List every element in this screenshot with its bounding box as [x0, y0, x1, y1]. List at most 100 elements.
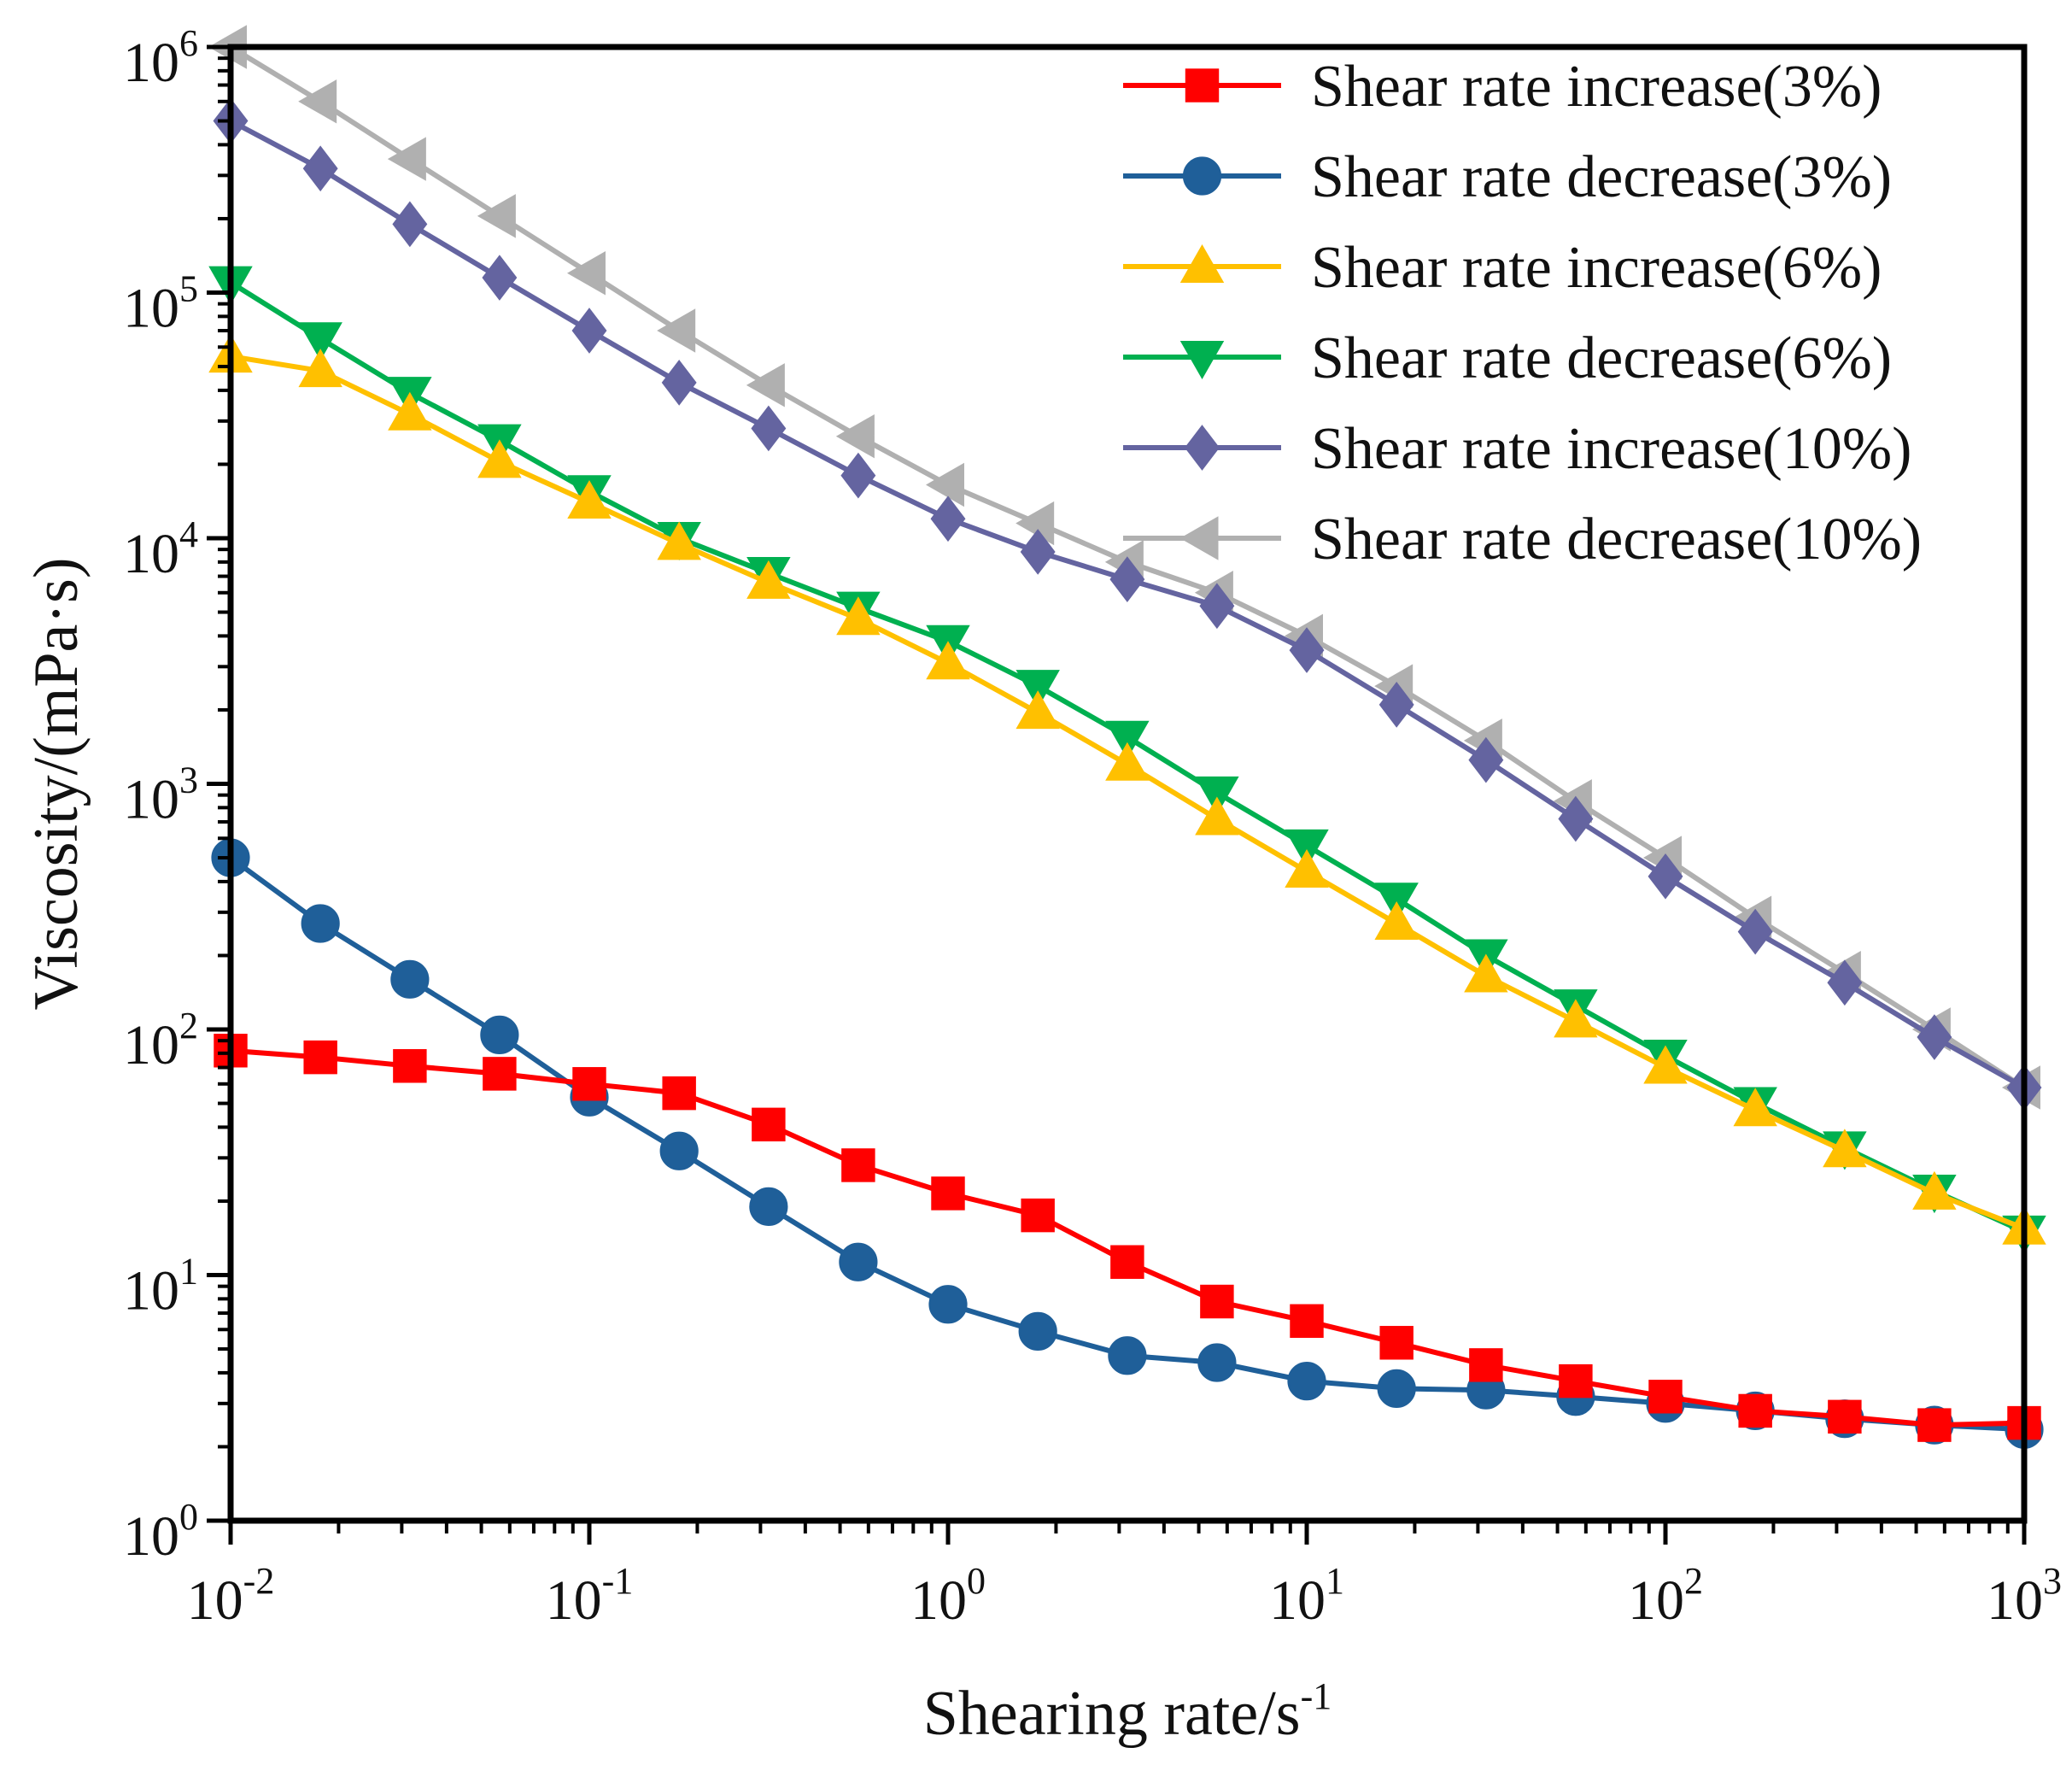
data-point [1016, 690, 1060, 730]
data-point [1737, 908, 1773, 955]
data-point [657, 308, 696, 353]
legend-item: Shear rate decrease(10%) [1123, 507, 1922, 572]
y-tick-base: 10 [123, 1014, 179, 1076]
data-point [1558, 795, 1594, 842]
series-1 [214, 1034, 2041, 1442]
data-point [1374, 900, 1419, 940]
data-point [567, 479, 612, 519]
data-point [1464, 953, 1508, 993]
data-point [1109, 556, 1145, 603]
data-point [1200, 1284, 1234, 1319]
data-point [482, 255, 518, 301]
series-5 [213, 97, 2042, 1111]
data-point [1285, 848, 1329, 888]
data-point [1287, 1362, 1326, 1401]
data-point [836, 596, 881, 636]
y-tick-exp: 4 [179, 513, 198, 555]
data-point [1733, 1088, 1777, 1127]
x-tick-exp: 3 [2043, 1560, 2062, 1602]
data-point [1917, 1408, 1952, 1442]
data-point [387, 137, 426, 181]
data-point [477, 439, 522, 478]
data-point [751, 405, 787, 452]
data-point [1912, 1170, 1957, 1210]
y-tick-base: 10 [123, 523, 179, 585]
legend-marker [1179, 341, 1225, 380]
data-point [1016, 670, 1060, 709]
y-tick-label: 101 [123, 1251, 198, 1322]
legend-item: Shear rate increase(10%) [1123, 416, 1912, 482]
legend-marker [1185, 425, 1220, 471]
data-point [1554, 999, 1598, 1038]
data-point [930, 495, 966, 542]
series-3 [208, 334, 2046, 1245]
data-point [388, 391, 432, 431]
data-point [1643, 1045, 1688, 1084]
data-point [393, 1049, 427, 1083]
y-axis-title: Viscosity/(mPa·s) [21, 558, 91, 1011]
data-point [1105, 720, 1150, 759]
data-point [298, 79, 337, 124]
data-point [928, 1285, 968, 1324]
data-point [841, 1148, 875, 1182]
data-point [931, 1176, 965, 1211]
data-point [1195, 796, 1239, 836]
data-point [1105, 742, 1150, 781]
x-tick-base: 10 [910, 1569, 967, 1632]
data-point [302, 145, 338, 192]
x-tick-label: 10-2 [187, 1560, 275, 1632]
x-axis-title-sup: -1 [1301, 1675, 1332, 1717]
data-point [1738, 1393, 1772, 1428]
x-tick-label: 102 [1628, 1560, 1703, 1632]
data-point [661, 360, 697, 406]
data-point [566, 251, 606, 296]
y-tick-label: 105 [123, 268, 198, 340]
y-tick-label: 103 [123, 759, 198, 831]
legend-label: Shear rate decrease(6%) [1311, 325, 1892, 391]
legend-marker [1185, 68, 1220, 103]
y-tick-base: 10 [123, 769, 179, 831]
x-tick-label: 10-1 [546, 1560, 634, 1632]
data-point [839, 1242, 878, 1281]
x-tick-exp: -2 [243, 1560, 275, 1602]
data-point [301, 904, 340, 943]
data-point [1828, 1399, 1862, 1434]
data-point [925, 462, 964, 507]
legend-marker [1179, 243, 1225, 283]
data-point [1290, 1304, 1324, 1339]
data-point [749, 1187, 788, 1226]
x-tick-label: 100 [910, 1560, 986, 1632]
y-tick-base: 10 [123, 278, 179, 340]
legend-label: Shear rate decrease(10%) [1311, 507, 1922, 572]
data-point [572, 1067, 606, 1101]
x-tick-exp: -1 [602, 1560, 634, 1602]
legend: Shear rate increase(3%) Shear rate decrea… [1123, 54, 1922, 572]
legend-item: Shear rate decrease(3%) [1123, 144, 1892, 210]
x-tick-base: 10 [1628, 1569, 1684, 1632]
data-point [303, 1040, 337, 1075]
y-tick-exp: 0 [179, 1496, 198, 1538]
data-point [1020, 529, 1056, 575]
data-point [571, 308, 607, 354]
legend-label: Shear rate decrease(3%) [1311, 144, 1892, 210]
y-tick-base: 10 [123, 1260, 179, 1322]
y-tick-label: 106 [123, 22, 198, 94]
data-point [657, 521, 701, 560]
data-point [298, 349, 342, 388]
data-point [1197, 1343, 1237, 1382]
y-tick-exp: 3 [179, 759, 198, 801]
data-point [1378, 682, 1414, 728]
data-point [840, 452, 876, 499]
x-tick-base: 10 [1987, 1569, 2043, 1632]
x-tick-exp: 1 [1326, 1560, 1344, 1602]
data-point [1195, 776, 1239, 815]
data-point [1108, 1336, 1147, 1375]
data-point [1827, 959, 1863, 1006]
data-point [1021, 1198, 1055, 1233]
x-tick-label: 101 [1269, 1560, 1344, 1632]
legend-label: Shear rate increase(10%) [1311, 416, 1912, 482]
legend-item: Shear rate increase(3%) [1123, 54, 1882, 120]
data-point [835, 413, 875, 459]
data-point [1110, 1245, 1144, 1279]
data-point [746, 363, 785, 408]
